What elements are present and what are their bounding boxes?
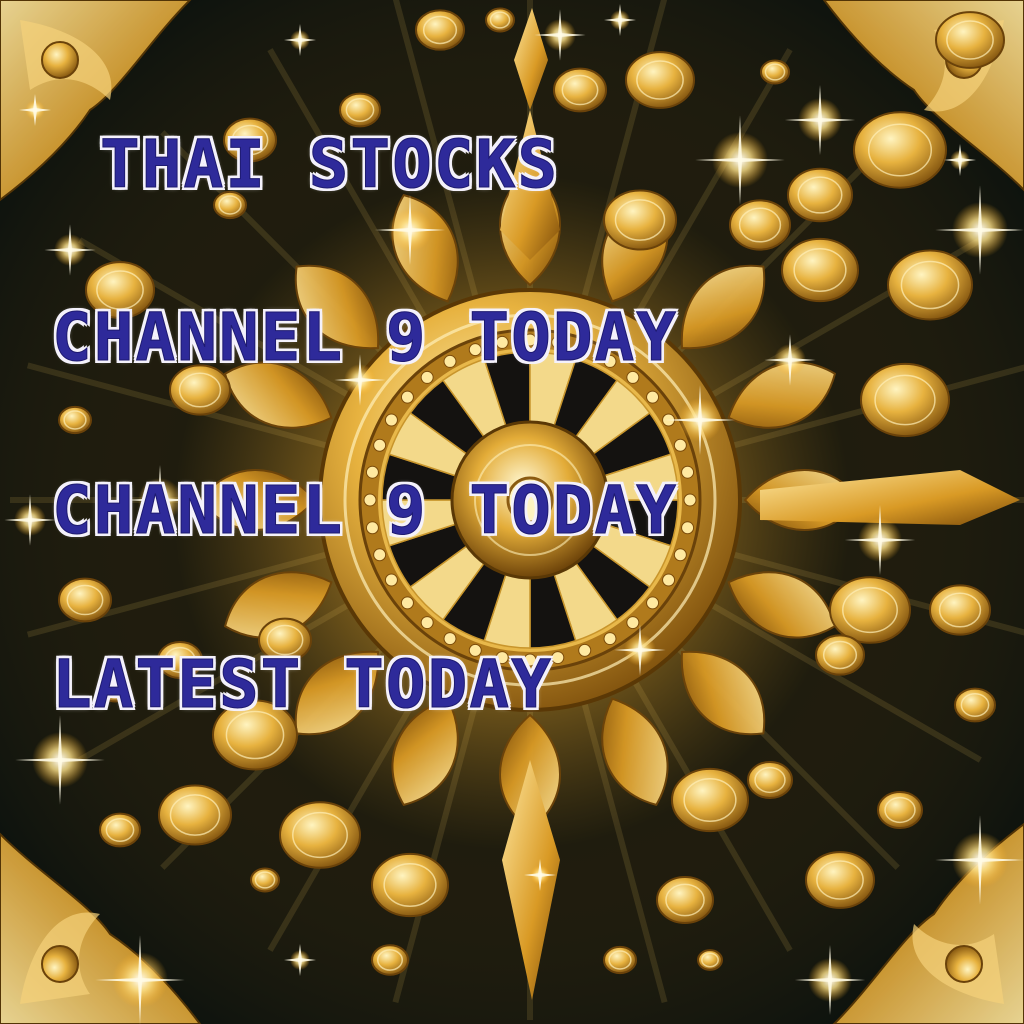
headline-line-3: CHANNEL 9 TODAY xyxy=(51,472,679,549)
gold-coins xyxy=(58,7,1005,976)
headline-line-2: CHANNEL 9 TODAY xyxy=(51,299,679,376)
wheel-segments xyxy=(381,351,679,649)
roulette-wheel xyxy=(318,288,742,712)
headline-line-1: THAI STOCKS xyxy=(99,126,560,203)
sparkles xyxy=(4,4,1024,1024)
bottom-spire xyxy=(502,760,560,1000)
headline-line-4: LATEST TODAY xyxy=(52,646,553,723)
top-spire xyxy=(500,8,560,260)
right-arrow xyxy=(760,470,1020,525)
